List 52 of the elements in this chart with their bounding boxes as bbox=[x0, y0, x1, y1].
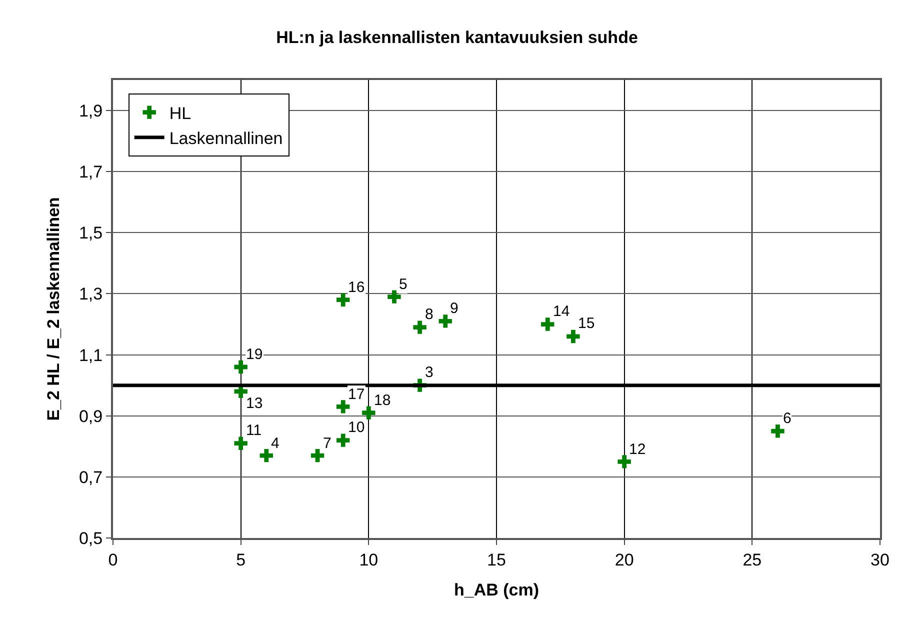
annotation: 14 bbox=[553, 303, 570, 320]
y-tick-label: 0,9 bbox=[78, 406, 103, 426]
y-tick-label: 1,3 bbox=[78, 284, 103, 304]
annotation: 6 bbox=[783, 410, 792, 427]
x-tick-label: 15 bbox=[487, 550, 506, 570]
point bbox=[336, 293, 350, 306]
point bbox=[260, 448, 273, 462]
point bbox=[388, 290, 401, 304]
annotation: 18 bbox=[374, 392, 391, 409]
point bbox=[362, 406, 376, 420]
annotation: 19 bbox=[246, 346, 263, 363]
y-tick-label: 0,7 bbox=[78, 468, 103, 487]
point bbox=[336, 400, 350, 414]
point bbox=[771, 424, 784, 438]
point bbox=[413, 320, 426, 334]
legend-label: HL bbox=[169, 104, 192, 123]
y-tick-label: 1,9 bbox=[78, 101, 103, 120]
x-axis-title: h_AB (cm) bbox=[454, 580, 540, 600]
y-tick-label: 1,7 bbox=[78, 162, 103, 182]
point bbox=[234, 436, 248, 450]
x-tick-label: 5 bbox=[236, 550, 246, 570]
x-tick-label: 30 bbox=[870, 550, 890, 570]
annotation: 13 bbox=[246, 395, 263, 412]
legend-label: Laskennallinen bbox=[169, 129, 283, 148]
point bbox=[618, 455, 631, 468]
x-tick-label: 25 bbox=[742, 550, 762, 570]
point bbox=[566, 330, 580, 344]
y-tick-label: 1,1 bbox=[78, 346, 103, 365]
annotation: 15 bbox=[578, 315, 595, 332]
annotation: 9 bbox=[450, 300, 458, 317]
annotation: 7 bbox=[323, 435, 332, 452]
point bbox=[438, 314, 452, 328]
annotation: 17 bbox=[348, 386, 365, 403]
y-tick-label: 1,5 bbox=[78, 224, 103, 243]
annotation: 12 bbox=[629, 441, 646, 458]
point bbox=[541, 318, 554, 331]
x-tick-label: 20 bbox=[614, 550, 634, 570]
annotation: 8 bbox=[425, 306, 434, 323]
annotation: 11 bbox=[246, 422, 262, 439]
annotation: 16 bbox=[348, 279, 365, 296]
annotation: 3 bbox=[425, 364, 434, 381]
annotation: 10 bbox=[348, 419, 365, 436]
point bbox=[310, 448, 324, 462]
annotation: 4 bbox=[271, 435, 280, 452]
annotation: 5 bbox=[399, 276, 408, 293]
y-axis-title: E_2 HL / E_2 laskennallinen bbox=[44, 197, 64, 421]
chart-title: HL:n ja laskennallisten kantavuuksien suhde bbox=[276, 28, 638, 47]
y-tick-label: 0,5 bbox=[78, 528, 103, 548]
point bbox=[336, 434, 350, 447]
x-tick-label: 10 bbox=[359, 550, 378, 570]
x-tick-label: 0 bbox=[108, 550, 118, 570]
point bbox=[234, 360, 248, 374]
